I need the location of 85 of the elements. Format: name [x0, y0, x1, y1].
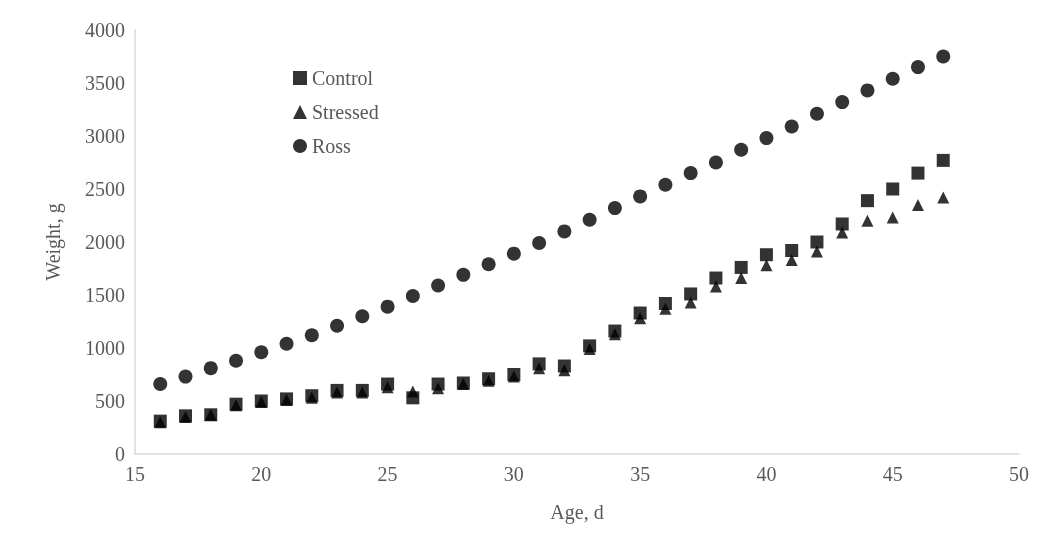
point	[735, 272, 748, 285]
y-tick-label: 4000	[85, 19, 125, 41]
point	[330, 318, 345, 333]
y-tick-label: 2000	[85, 231, 125, 253]
point	[633, 189, 648, 204]
x-tick-label: 40	[756, 463, 777, 485]
y-tick-label: 500	[95, 390, 125, 412]
point	[153, 377, 168, 392]
point	[785, 254, 798, 267]
x-tick-label: 45	[882, 463, 903, 485]
point	[860, 83, 875, 98]
y-tick-label: 3000	[85, 125, 125, 147]
point	[405, 289, 420, 304]
point	[532, 236, 547, 251]
point	[381, 381, 394, 394]
point	[886, 211, 899, 224]
point	[456, 267, 471, 282]
point	[734, 142, 749, 157]
point	[279, 336, 294, 351]
y-axis-title: Weight, g	[42, 203, 65, 281]
point	[734, 260, 748, 274]
point	[533, 362, 546, 375]
point	[885, 71, 900, 86]
y-tick-label: 3500	[85, 72, 125, 94]
point	[684, 287, 698, 301]
x-tick-label: 15	[125, 463, 145, 485]
point	[709, 280, 722, 293]
y-tick-label: 2500	[85, 178, 125, 200]
point	[937, 191, 950, 204]
point	[659, 302, 672, 315]
point	[583, 343, 596, 356]
point	[254, 345, 269, 360]
point	[380, 299, 395, 314]
point	[835, 95, 850, 110]
point	[406, 385, 419, 398]
point	[911, 198, 924, 211]
point	[658, 177, 673, 192]
x-axis-title: Age, d	[550, 501, 604, 524]
point	[506, 246, 521, 261]
point	[203, 361, 218, 376]
x-tick-label: 25	[377, 463, 398, 485]
point	[836, 226, 849, 239]
legend-label: Ross	[312, 135, 352, 157]
point	[709, 271, 723, 285]
y-tick-label: 0	[115, 443, 125, 465]
point	[608, 328, 621, 341]
y-tick-label: 1500	[85, 284, 125, 306]
point	[683, 166, 698, 181]
point	[835, 217, 849, 231]
point	[582, 212, 597, 227]
point	[810, 245, 823, 258]
point	[684, 296, 697, 309]
point	[910, 60, 925, 75]
x-tick-label: 20	[251, 463, 272, 485]
point	[304, 328, 319, 343]
point	[759, 248, 773, 262]
point	[229, 353, 244, 368]
point	[607, 201, 622, 216]
x-tick-label: 50	[1009, 463, 1029, 485]
point	[810, 235, 824, 249]
legend-label: Stressed	[312, 101, 379, 123]
y-tick-label: 1000	[85, 337, 125, 359]
point	[809, 106, 824, 121]
point	[481, 257, 496, 272]
x-tick-label: 30	[503, 463, 524, 485]
point	[861, 214, 874, 227]
point	[708, 155, 723, 170]
point	[759, 131, 774, 146]
point	[886, 182, 900, 196]
point	[760, 259, 773, 272]
point	[558, 364, 571, 377]
point	[784, 119, 799, 134]
point	[557, 224, 572, 239]
point	[634, 312, 647, 325]
point	[178, 369, 193, 384]
legend-label: Control	[312, 67, 374, 89]
point	[936, 153, 950, 167]
point	[911, 166, 925, 180]
point	[431, 278, 446, 293]
point	[860, 194, 874, 208]
point	[355, 309, 370, 324]
point	[785, 243, 799, 257]
point	[936, 49, 951, 64]
point	[432, 382, 445, 395]
x-tick-label: 35	[630, 463, 651, 485]
